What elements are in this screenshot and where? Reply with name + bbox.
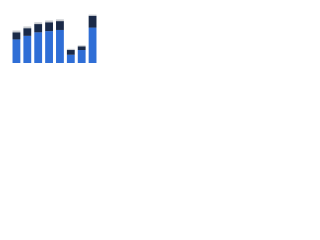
- bar-segment: [88, 15, 97, 28]
- bar-segment: [56, 21, 64, 30]
- bar-segment: [23, 35, 32, 63]
- bar-segment: [34, 32, 43, 63]
- bar-segment: [34, 22, 43, 25]
- bar-segment: [56, 19, 64, 22]
- bar-segment: [77, 50, 86, 63]
- bar-segment: [66, 50, 75, 55]
- bar-segment: [45, 20, 53, 23]
- bar-segment: [88, 14, 97, 16]
- bar-segment: [12, 39, 21, 63]
- bar-segment: [66, 54, 75, 63]
- bar-segment: [23, 26, 32, 29]
- bar-segment: [23, 28, 32, 36]
- chart: [12, 14, 97, 64]
- bar-segment: [88, 27, 97, 64]
- bar-segment: [77, 45, 86, 47]
- bar-segment: [12, 30, 21, 33]
- bar-segment: [45, 22, 53, 32]
- bar-segment: [34, 24, 43, 33]
- bar-segment: [66, 48, 75, 51]
- bar-segment: [77, 46, 86, 51]
- bar-segment: [45, 31, 53, 63]
- bar-segment: [12, 32, 21, 40]
- bar-segment: [56, 29, 64, 63]
